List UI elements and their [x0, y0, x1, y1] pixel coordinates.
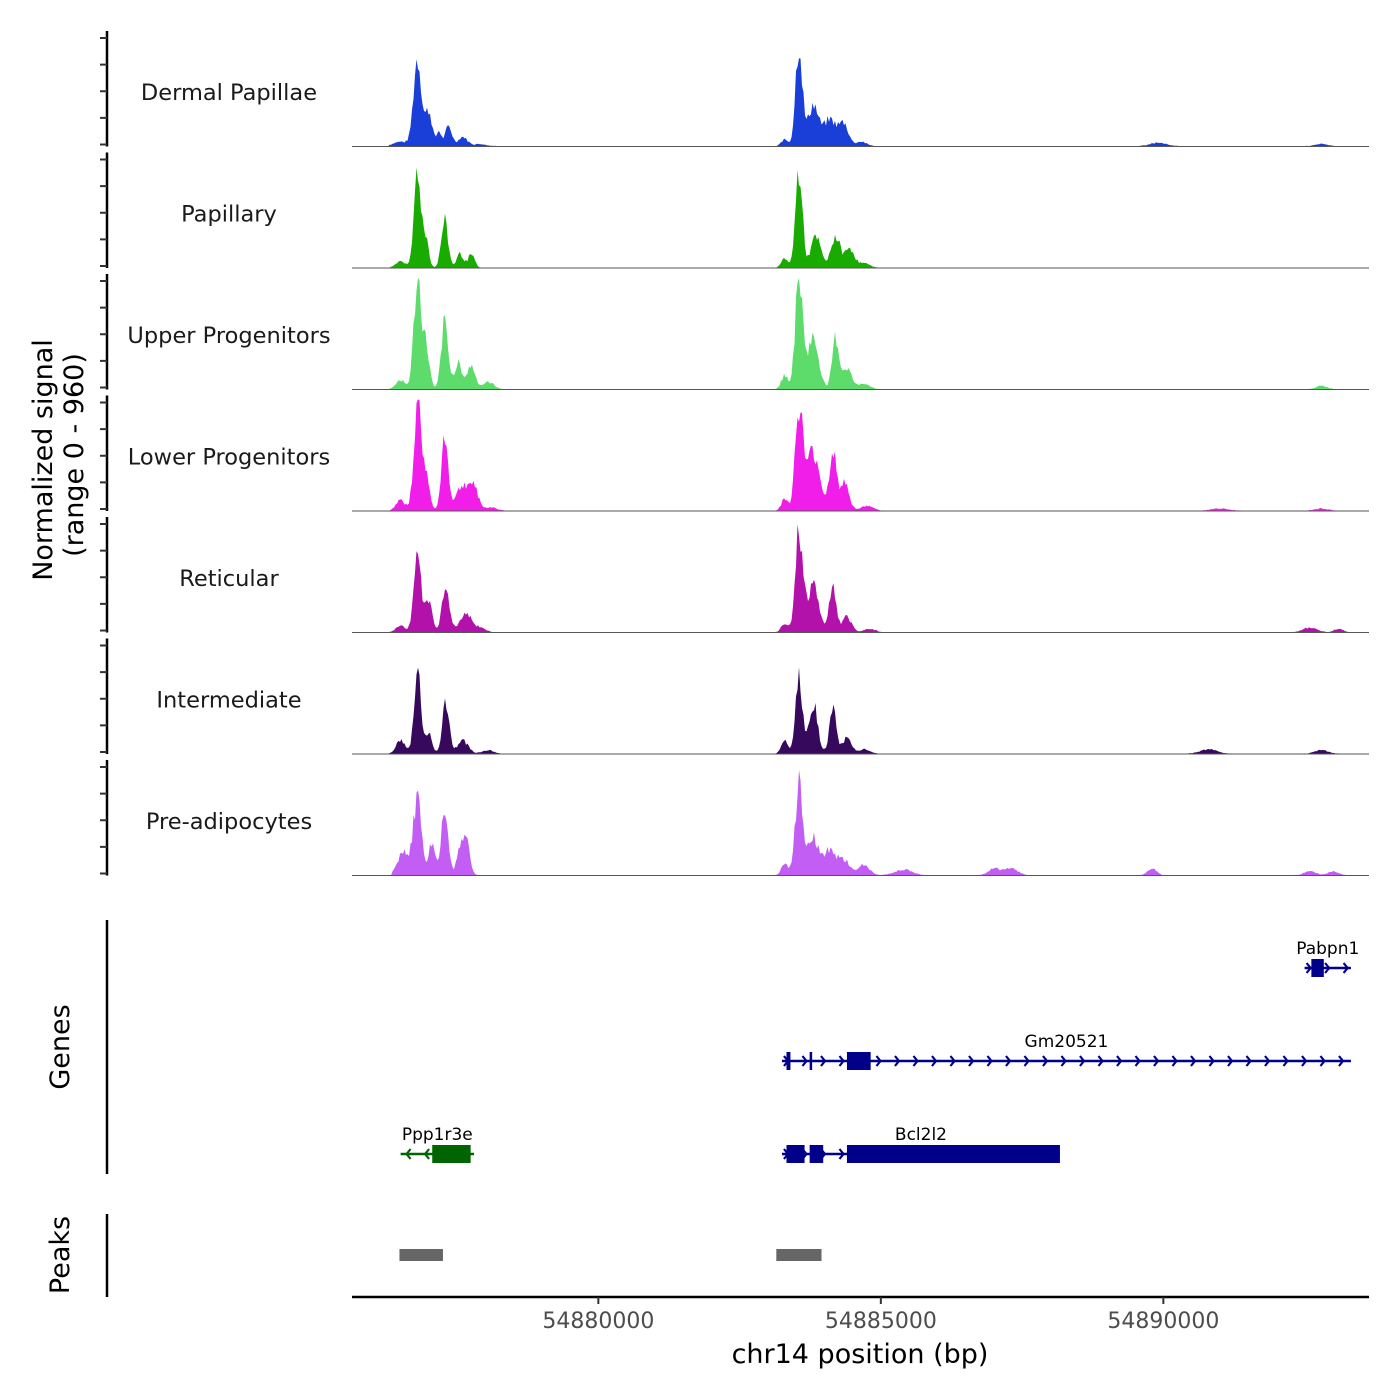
track-label-reticular: Reticular: [179, 566, 279, 592]
gene-label-bcl2l2: Bcl2l2: [895, 1125, 947, 1145]
strand-arrow: [1338, 1055, 1345, 1067]
gene-ppp1r3e: Ppp1r3e: [400, 1125, 475, 1163]
strand-arrow: [949, 1055, 956, 1067]
track-label-intermediate: Intermediate: [156, 688, 301, 714]
coverage-area-papillary: [352, 167, 1369, 268]
exon-pabpn1: [1311, 959, 1324, 977]
peak-region: [399, 1249, 443, 1261]
x-tick-label: 54880000: [542, 1309, 654, 1334]
strand-arrow: [1208, 1055, 1215, 1067]
peaks-track-title: Peaks: [45, 1216, 76, 1294]
x-tick-label: 54885000: [825, 1309, 937, 1334]
strand-arrow: [1342, 962, 1349, 974]
track-label-dermal-papillae: Dermal Papillae: [141, 80, 317, 106]
strand-arrow: [1190, 1055, 1197, 1067]
strand-arrow: [423, 1148, 430, 1160]
strand-arrow: [1042, 1055, 1049, 1067]
track-label-lower-progenitors: Lower Progenitors: [128, 445, 330, 471]
exon-gm20521: [809, 1052, 813, 1070]
strand-arrow: [894, 1055, 901, 1067]
x-axis-ticks: 54880000 54885000 54890000: [542, 1297, 1219, 1334]
strand-arrow: [968, 1055, 975, 1067]
genes-track-title: Genes: [45, 1004, 76, 1089]
strand-arrow: [838, 1148, 845, 1160]
gene-label-gm20521: Gm20521: [1025, 1032, 1109, 1052]
gene-pabpn1: Pabpn1: [1296, 939, 1359, 977]
strand-arrow: [820, 1055, 827, 1067]
y-axis-title-line2: (range 0 - 960): [59, 353, 90, 557]
strand-arrow: [1319, 1055, 1326, 1067]
gene-gm20521: Gm20521: [781, 1032, 1351, 1070]
strand-arrow: [1245, 1055, 1252, 1067]
strand-arrow: [1264, 1055, 1271, 1067]
exon-gm20521: [846, 1052, 871, 1070]
strand-arrow: [1301, 1055, 1308, 1067]
gene-label-pabpn1: Pabpn1: [1296, 939, 1359, 959]
strand-arrow: [838, 1055, 845, 1067]
coverage-area-dermal-papillae: [352, 58, 1369, 147]
coverage-area-reticular: [352, 524, 1369, 633]
exon-ppp1r3e: [432, 1145, 471, 1163]
track-labels: Dermal Papillae Papillary Upper Progenitor…: [127, 80, 330, 835]
strand-arrow: [1134, 1055, 1141, 1067]
strand-arrow: [1282, 1055, 1289, 1067]
strand-arrow: [1005, 1055, 1012, 1067]
track-label-papillary: Papillary: [181, 202, 277, 228]
gene-bcl2l2: Bcl2l2: [781, 1125, 1060, 1163]
strand-arrow: [1171, 1055, 1178, 1067]
strand-arrow: [1079, 1055, 1086, 1067]
gene-label-ppp1r3e: Ppp1r3e: [402, 1125, 473, 1145]
exon-gm20521: [786, 1052, 791, 1070]
strand-arrow: [875, 1055, 882, 1067]
x-tick-label: 54890000: [1107, 1309, 1219, 1334]
strand-arrow: [1060, 1055, 1067, 1067]
strand-arrow: [405, 1148, 412, 1160]
exon-bcl2l2: [809, 1145, 824, 1163]
coverage-area-lower-progenitors: [352, 399, 1369, 511]
x-axis-title: chr14 position (bp): [732, 1339, 989, 1370]
signal-axis: [100, 31, 109, 876]
strand-arrow: [1153, 1055, 1160, 1067]
strand-arrow: [801, 1055, 808, 1067]
y-axis-title-line1: Normalized signal: [28, 339, 59, 581]
track-label-upper-progenitors: Upper Progenitors: [127, 323, 330, 349]
exon-bcl2l2: [786, 1145, 805, 1163]
exon-bcl2l2: [846, 1145, 1060, 1163]
strand-arrow: [912, 1055, 919, 1067]
coverage-area-intermediate: [352, 667, 1369, 754]
coverage-tracks: [352, 58, 1369, 876]
peak-region-track: [399, 1249, 822, 1261]
strand-arrow: [1097, 1055, 1104, 1067]
track-label-pre-adipocytes: Pre-adipocytes: [146, 809, 312, 835]
strand-arrow: [1116, 1055, 1123, 1067]
strand-arrow: [1227, 1055, 1234, 1067]
strand-arrow: [931, 1055, 938, 1067]
strand-arrow: [1305, 962, 1312, 974]
strand-arrow: [1324, 962, 1331, 974]
coverage-area-pre-adipocytes: [352, 770, 1369, 876]
track-baselines: [352, 146, 1369, 876]
strand-arrow: [1023, 1055, 1030, 1067]
coverage-area-upper-progenitors: [352, 278, 1369, 390]
peak-region: [776, 1249, 822, 1261]
strand-arrow: [986, 1055, 993, 1067]
gene-annotation-track: Pabpn1 Gm20521 Bcl2l2 Ppp1r3e: [400, 939, 1359, 1163]
